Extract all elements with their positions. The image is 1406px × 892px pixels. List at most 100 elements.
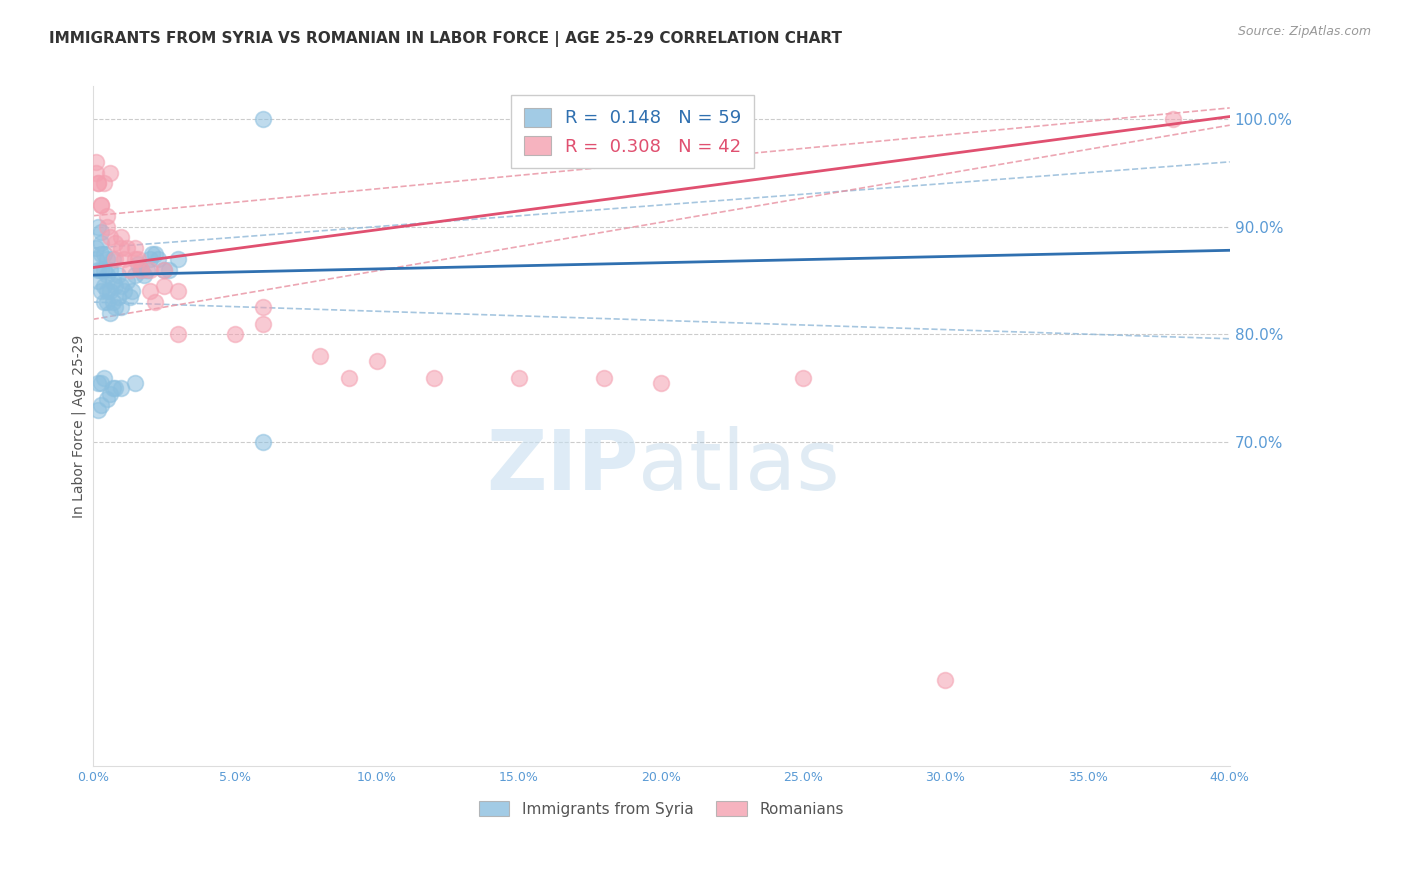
Point — [337, 370, 360, 384]
Point — [101, 252, 124, 266]
Point — [96, 392, 118, 406]
Point — [107, 290, 129, 304]
Point — [104, 301, 127, 315]
Point — [129, 262, 152, 277]
Point — [98, 262, 121, 277]
Point — [124, 376, 146, 390]
Point — [96, 252, 118, 266]
Point — [143, 246, 166, 260]
Point — [96, 209, 118, 223]
Point — [98, 230, 121, 244]
Point — [93, 262, 115, 277]
Point — [124, 252, 146, 266]
Point — [115, 241, 138, 255]
Point — [138, 262, 160, 277]
Point — [152, 279, 174, 293]
Point — [132, 268, 155, 282]
Point — [93, 177, 115, 191]
Point — [252, 317, 274, 331]
Point — [93, 370, 115, 384]
Point — [101, 273, 124, 287]
Point — [110, 301, 132, 315]
Point — [792, 370, 814, 384]
Point — [309, 349, 332, 363]
Point — [98, 386, 121, 401]
Point — [141, 246, 163, 260]
Point — [159, 262, 181, 277]
Point — [167, 252, 190, 266]
Point — [135, 262, 157, 277]
Point — [90, 262, 112, 277]
Point — [934, 673, 956, 687]
Point — [146, 252, 169, 266]
Point — [90, 285, 112, 299]
Point — [87, 219, 110, 234]
Point — [104, 279, 127, 293]
Point — [124, 268, 146, 282]
Point — [96, 295, 118, 310]
Point — [96, 268, 118, 282]
Point — [127, 257, 149, 271]
Point — [167, 285, 190, 299]
Point — [252, 301, 274, 315]
Point — [84, 241, 107, 255]
Point — [90, 246, 112, 260]
Point — [101, 295, 124, 310]
Point — [121, 285, 143, 299]
Point — [87, 273, 110, 287]
Point — [124, 241, 146, 255]
Point — [112, 252, 135, 266]
Point — [98, 306, 121, 320]
Point — [93, 295, 115, 310]
Point — [90, 198, 112, 212]
Point — [252, 435, 274, 450]
Point — [110, 241, 132, 255]
Point — [138, 285, 160, 299]
Point — [90, 198, 112, 212]
Point — [98, 285, 121, 299]
Point — [87, 262, 110, 277]
Point — [87, 376, 110, 390]
Point — [115, 273, 138, 287]
Point — [152, 262, 174, 277]
Point — [118, 290, 141, 304]
Point — [508, 370, 530, 384]
Point — [96, 219, 118, 234]
Text: atlas: atlas — [638, 426, 841, 508]
Point — [98, 166, 121, 180]
Point — [90, 235, 112, 250]
Point — [101, 381, 124, 395]
Point — [143, 295, 166, 310]
Point — [93, 246, 115, 260]
Point — [84, 166, 107, 180]
Point — [110, 381, 132, 395]
Point — [224, 327, 246, 342]
Point — [84, 154, 107, 169]
Text: ZIP: ZIP — [486, 426, 638, 508]
Point — [118, 262, 141, 277]
Point — [112, 285, 135, 299]
Point — [650, 376, 672, 390]
Point — [87, 403, 110, 417]
Point — [90, 225, 112, 239]
Point — [104, 252, 127, 266]
Point — [96, 285, 118, 299]
Point — [110, 279, 132, 293]
Y-axis label: In Labor Force | Age 25-29: In Labor Force | Age 25-29 — [72, 334, 86, 517]
Point — [87, 177, 110, 191]
Point — [93, 279, 115, 293]
Point — [167, 327, 190, 342]
Legend: Immigrants from Syria, Romanians: Immigrants from Syria, Romanians — [472, 795, 849, 822]
Point — [90, 376, 112, 390]
Point — [252, 112, 274, 126]
Point — [129, 262, 152, 277]
Point — [152, 262, 174, 277]
Point — [423, 370, 446, 384]
Point — [104, 235, 127, 250]
Point — [90, 398, 112, 412]
Point — [84, 252, 107, 266]
Point — [127, 252, 149, 266]
Point — [1161, 112, 1184, 126]
Text: IMMIGRANTS FROM SYRIA VS ROMANIAN IN LABOR FORCE | AGE 25-29 CORRELATION CHART: IMMIGRANTS FROM SYRIA VS ROMANIAN IN LAB… — [49, 31, 842, 47]
Point — [104, 381, 127, 395]
